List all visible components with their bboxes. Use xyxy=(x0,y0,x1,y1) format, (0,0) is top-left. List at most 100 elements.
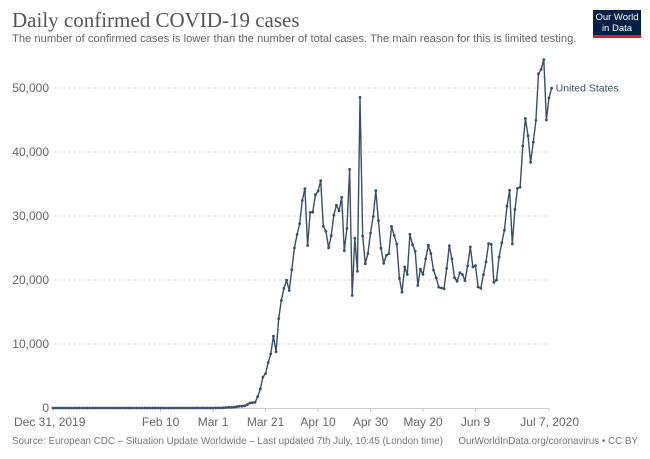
data-point[interactable] xyxy=(245,403,249,407)
data-point[interactable] xyxy=(432,268,435,272)
data-point[interactable] xyxy=(193,406,197,410)
data-point[interactable] xyxy=(405,273,409,276)
data-point[interactable] xyxy=(458,271,462,275)
data-point[interactable] xyxy=(345,227,349,230)
data-point[interactable] xyxy=(468,245,472,249)
data-point[interactable] xyxy=(450,257,454,261)
data-point[interactable] xyxy=(308,211,312,214)
data-point[interactable] xyxy=(342,249,346,253)
data-point[interactable] xyxy=(482,273,485,276)
data-point[interactable] xyxy=(104,406,107,410)
data-point[interactable] xyxy=(390,225,393,228)
data-point[interactable] xyxy=(130,406,134,410)
data-point[interactable] xyxy=(329,234,333,238)
data-point[interactable] xyxy=(269,352,273,356)
data-point[interactable] xyxy=(251,401,254,405)
data-point[interactable] xyxy=(363,262,367,266)
data-point[interactable] xyxy=(332,213,336,217)
data-point[interactable] xyxy=(437,285,441,289)
data-point[interactable] xyxy=(156,406,160,410)
data-point[interactable] xyxy=(70,406,73,410)
data-point[interactable] xyxy=(542,58,546,61)
data-point[interactable] xyxy=(216,406,220,410)
data-point[interactable] xyxy=(201,406,205,410)
data-point[interactable] xyxy=(476,285,480,289)
data-point[interactable] xyxy=(235,405,239,409)
data-point[interactable] xyxy=(253,400,257,404)
data-point[interactable] xyxy=(516,187,519,190)
data-point[interactable] xyxy=(508,188,511,192)
data-point[interactable] xyxy=(416,284,420,287)
data-point[interactable] xyxy=(209,406,212,410)
data-point[interactable] xyxy=(114,406,118,410)
data-point[interactable] xyxy=(248,401,252,405)
data-point[interactable] xyxy=(174,406,178,410)
data-point[interactable] xyxy=(489,243,493,246)
data-point[interactable] xyxy=(203,406,207,410)
data-point[interactable] xyxy=(112,406,115,410)
data-point[interactable] xyxy=(424,257,428,261)
data-point[interactable] xyxy=(185,406,189,410)
data-point[interactable] xyxy=(167,406,170,410)
data-point[interactable] xyxy=(164,406,168,410)
data-point[interactable] xyxy=(500,241,504,245)
data-point[interactable] xyxy=(240,404,244,408)
data-point[interactable] xyxy=(461,273,464,276)
data-point[interactable] xyxy=(510,242,514,246)
data-point[interactable] xyxy=(62,406,65,410)
data-point[interactable] xyxy=(400,290,404,294)
data-point[interactable] xyxy=(195,406,199,410)
data-point[interactable] xyxy=(83,406,86,410)
data-point[interactable] xyxy=(180,406,184,410)
data-point[interactable] xyxy=(421,273,425,276)
data-point[interactable] xyxy=(293,246,296,250)
data-point[interactable] xyxy=(243,404,247,408)
data-point[interactable] xyxy=(51,406,55,410)
data-point[interactable] xyxy=(426,243,430,247)
series-label[interactable]: United States xyxy=(556,83,619,95)
data-point[interactable] xyxy=(524,117,527,120)
data-point[interactable] xyxy=(290,268,294,272)
data-point[interactable] xyxy=(272,334,275,338)
data-point[interactable] xyxy=(327,246,330,250)
data-point[interactable] xyxy=(127,406,131,410)
data-point[interactable] xyxy=(77,406,81,410)
data-point[interactable] xyxy=(274,350,278,354)
data-point[interactable] xyxy=(72,406,76,410)
data-point[interactable] xyxy=(75,406,78,410)
data-point[interactable] xyxy=(366,252,370,256)
data-point[interactable] xyxy=(479,287,483,290)
data-point[interactable] xyxy=(531,140,535,144)
data-point[interactable] xyxy=(169,406,173,410)
data-point[interactable] xyxy=(298,222,302,226)
data-point[interactable] xyxy=(230,406,233,409)
data-point[interactable] xyxy=(518,185,522,189)
data-point[interactable] xyxy=(285,278,288,282)
data-point[interactable] xyxy=(227,405,231,409)
data-point[interactable] xyxy=(198,406,202,410)
data-point[interactable] xyxy=(447,244,451,248)
data-point[interactable] xyxy=(148,406,152,410)
data-point[interactable] xyxy=(182,406,186,410)
data-point[interactable] xyxy=(316,189,320,193)
data-point[interactable] xyxy=(537,72,540,76)
data-point[interactable] xyxy=(59,406,63,410)
data-point[interactable] xyxy=(277,317,281,320)
data-point[interactable] xyxy=(106,406,110,410)
data-point[interactable] xyxy=(392,234,396,237)
data-point[interactable] xyxy=(471,265,475,269)
data-point[interactable] xyxy=(495,278,498,282)
data-point[interactable] xyxy=(98,406,102,410)
data-point[interactable] xyxy=(314,193,317,197)
data-point[interactable] xyxy=(117,406,120,410)
data-point[interactable] xyxy=(151,406,155,410)
data-point[interactable] xyxy=(324,229,328,233)
data-point[interactable] xyxy=(382,262,386,265)
data-point[interactable] xyxy=(224,406,228,409)
data-point[interactable] xyxy=(353,236,357,240)
data-point[interactable] xyxy=(534,119,538,122)
data-point[interactable] xyxy=(395,242,399,246)
data-point[interactable] xyxy=(398,276,401,280)
data-point[interactable] xyxy=(550,86,553,90)
data-point[interactable] xyxy=(463,279,467,282)
